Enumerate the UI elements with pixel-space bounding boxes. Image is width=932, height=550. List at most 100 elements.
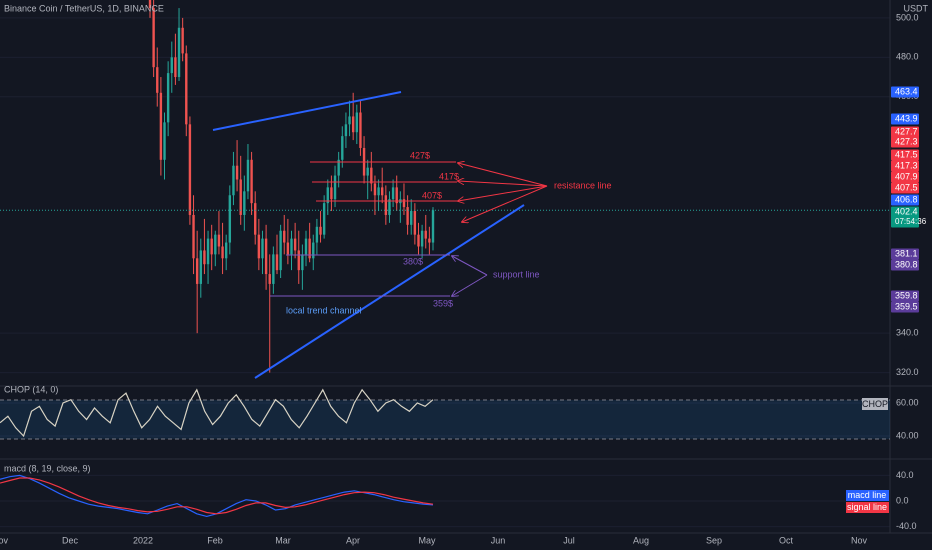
x-tick-label: Nov — [0, 535, 8, 545]
price-tag — [891, 259, 919, 271]
arrow — [452, 256, 488, 276]
y-tick-label: 480.0 — [896, 52, 919, 62]
price-tag-label: 407.5 — [895, 182, 918, 192]
candle-body — [384, 195, 388, 215]
price-tag-label: 427.3 — [895, 136, 918, 146]
price-tag-label: 417.3 — [895, 160, 918, 170]
candle-body — [148, 0, 152, 9]
candle-body — [243, 191, 246, 215]
candle-body — [199, 250, 202, 284]
candle-body — [203, 250, 206, 265]
x-tick-label: May — [418, 535, 436, 545]
x-tick-label: Oct — [779, 535, 794, 545]
candle-body — [337, 159, 340, 176]
price-tag — [891, 301, 919, 313]
candle-body — [388, 199, 391, 215]
price-tag — [891, 136, 919, 148]
candle-body — [272, 254, 275, 284]
arrow — [458, 163, 548, 187]
candle-body — [351, 116, 355, 133]
candle-body — [431, 210, 435, 243]
candle-body — [152, 8, 155, 68]
candle-body — [232, 165, 235, 196]
series-tag — [862, 398, 888, 410]
candle-body — [402, 199, 406, 208]
x-tick-label: Jun — [491, 535, 506, 545]
candle-body — [326, 187, 329, 204]
candle-body — [413, 211, 417, 235]
annotation: resistance line — [554, 180, 612, 190]
y-tick-label: -40.0 — [896, 521, 917, 531]
candle-body — [381, 187, 384, 196]
price-tag-label: 417.5 — [895, 149, 918, 159]
price-tag-label: 381.1 — [895, 248, 918, 258]
candle-body — [377, 187, 380, 196]
x-tick-label: Aug — [633, 535, 649, 545]
candle-body — [235, 165, 239, 180]
legend-tag — [846, 490, 889, 501]
annotation: 380$ — [403, 256, 423, 266]
y-tick-label: 40.00 — [896, 430, 919, 440]
candle-body — [304, 238, 308, 255]
candle-body — [163, 122, 166, 160]
candle-body — [301, 254, 304, 271]
candles — [0, 0, 890, 373]
chop-band — [0, 399, 890, 440]
annotation: local trend channel — [286, 305, 362, 315]
candle-body — [308, 238, 311, 259]
indicator-title: macd (8, 19, close, 9) — [4, 463, 91, 473]
annotation: 417$ — [439, 171, 459, 181]
candle-body — [348, 116, 351, 125]
indicator-line — [0, 388, 434, 438]
candle-body — [322, 203, 326, 235]
legend-label: macd line — [848, 490, 887, 500]
candle-body — [264, 238, 268, 275]
legend-tag — [846, 502, 889, 513]
axes: 500.0480.0460.0340.0320.0NovDec2022FebMa… — [0, 12, 927, 545]
annotation: 359$ — [433, 298, 453, 308]
price-tag-label: 380.8 — [895, 259, 918, 269]
candle-body — [283, 230, 286, 243]
candle-body — [370, 167, 373, 184]
y-tick-label: 340.0 — [896, 328, 919, 338]
arrow — [458, 181, 548, 187]
annotation: support line — [493, 269, 540, 279]
candle-body — [319, 226, 322, 235]
candle-body — [174, 57, 177, 78]
price-tag — [891, 194, 919, 206]
candle-body — [250, 159, 253, 204]
candle-body — [217, 234, 221, 247]
annotation: 427$ — [410, 150, 430, 160]
candle-body — [228, 195, 232, 243]
candle-body — [344, 124, 348, 137]
candle-body — [424, 230, 427, 239]
candle-body — [192, 214, 195, 259]
drawings: 427$ 417$ 407$ 380$ 359$ resistance line… — [212, 91, 612, 379]
arrow — [462, 185, 548, 222]
price-tag — [891, 171, 919, 183]
trend-line — [212, 91, 402, 131]
y-tick-label: 320.0 — [896, 367, 919, 377]
candle-body — [366, 167, 369, 176]
candle-body — [166, 73, 170, 123]
price-tag-label: 443.9 — [895, 113, 918, 123]
candle-body — [406, 207, 409, 225]
annotation: 407$ — [422, 190, 442, 200]
price-tag — [891, 149, 919, 161]
candle-body — [293, 238, 297, 251]
candle-body — [195, 258, 199, 284]
x-tick-label: Mar — [275, 535, 291, 545]
candle-body — [395, 187, 398, 204]
price-tag-label: 463.4 — [895, 86, 918, 96]
arrow — [458, 185, 548, 201]
chart-title: Binance Coin / TetherUS, 1D, BINANCE — [4, 3, 164, 13]
candle-body — [159, 92, 163, 160]
candle-body — [330, 187, 333, 200]
indicator-title: CHOP (14, 0) — [4, 384, 58, 394]
x-tick-label: Dec — [62, 535, 79, 545]
candle-body — [221, 246, 224, 259]
candle-body — [257, 234, 261, 259]
price-tag — [891, 86, 919, 98]
x-tick-label: Apr — [346, 535, 360, 545]
y-tick-label: 60.00 — [896, 397, 919, 407]
